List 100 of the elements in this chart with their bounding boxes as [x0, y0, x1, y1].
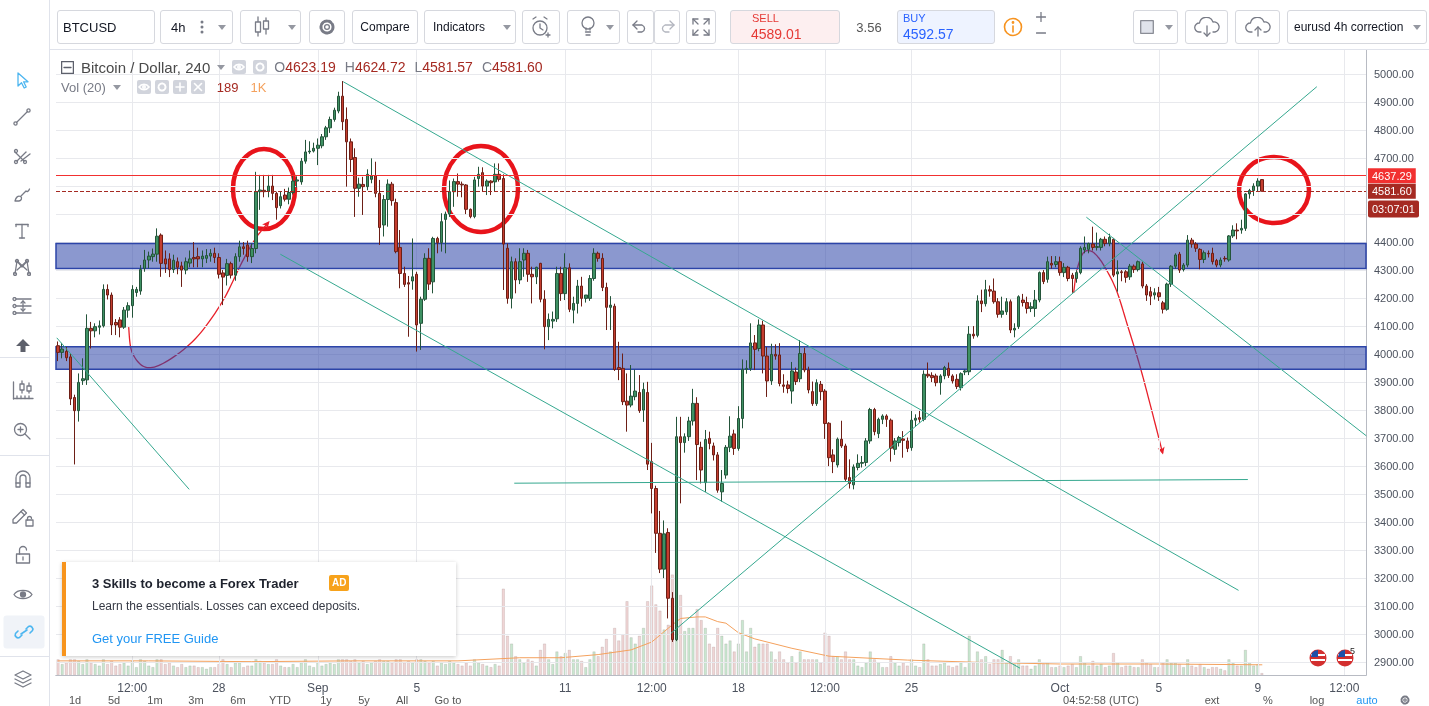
bar [493, 664, 497, 675]
candlestick [1000, 296, 1004, 319]
candlestick [316, 137, 320, 166]
bar [200, 667, 204, 675]
candlestick [972, 325, 975, 340]
bar [365, 664, 369, 675]
y-tick-label: 3700.00 [1374, 432, 1414, 445]
candlestick [155, 227, 159, 263]
candlestick [967, 325, 971, 376]
bar [650, 585, 654, 675]
bar [827, 635, 831, 675]
bar [1124, 665, 1128, 675]
bar [868, 651, 872, 675]
candlestick [225, 258, 229, 286]
bar [835, 656, 839, 675]
candlestick [720, 469, 724, 503]
bar [1000, 649, 1004, 675]
candlestick [172, 254, 175, 274]
bar [852, 659, 856, 675]
candlestick [1124, 269, 1128, 284]
bar [357, 662, 361, 675]
bar [1252, 665, 1256, 675]
annotation: 3 Skills to become a Forex Trader [92, 575, 299, 591]
candlestick [984, 279, 987, 307]
annotation: C4581.60 [481, 59, 543, 75]
bar [1194, 667, 1198, 675]
bar [89, 662, 93, 675]
bar [1243, 649, 1247, 675]
bar [844, 651, 847, 675]
candlestick [559, 266, 563, 302]
annotation: AD [329, 575, 350, 591]
bar [1198, 664, 1202, 675]
y-tick-label: 3500.00 [1374, 488, 1414, 501]
bar [196, 667, 200, 675]
bar [382, 660, 386, 675]
bar [765, 643, 769, 675]
candlestick [246, 240, 249, 263]
bar [1062, 667, 1066, 675]
bar [349, 660, 353, 675]
candlestick [1136, 260, 1140, 272]
bar [188, 665, 192, 675]
text: % [1263, 693, 1273, 706]
candlestick [1042, 269, 1045, 285]
bar [184, 667, 188, 675]
candlestick [749, 322, 752, 372]
bar [435, 665, 439, 675]
bar [1202, 667, 1206, 675]
candlestick [753, 334, 757, 371]
annotation: O4623.19 [274, 59, 336, 75]
x-tick-label: 18 [731, 681, 746, 695]
bar [439, 662, 443, 675]
candlestick [427, 247, 431, 291]
bar [468, 665, 472, 675]
bar [118, 664, 122, 675]
bar [489, 667, 493, 675]
bar [1210, 667, 1214, 675]
candlestick [798, 339, 802, 383]
bar [242, 667, 246, 675]
bar [1103, 667, 1107, 675]
bar [485, 665, 489, 675]
candlestick [778, 342, 781, 387]
bar [757, 643, 761, 675]
bar [947, 665, 951, 675]
bar [1128, 665, 1132, 675]
bar [543, 643, 547, 675]
annotation: 189 [216, 79, 239, 95]
bar [180, 664, 184, 675]
bar [114, 665, 118, 675]
candlestick [638, 374, 641, 414]
candlestick [56, 341, 60, 362]
text: 1d [68, 693, 82, 706]
candlestick [1219, 256, 1222, 268]
chart-title: Vol (20) [61, 79, 106, 95]
annotation: Get your FREE Guide [92, 630, 219, 646]
bar [213, 667, 217, 675]
candlestick [811, 381, 814, 407]
y-tick-label: 4400.00 [1374, 236, 1414, 249]
candlestick [262, 174, 266, 198]
candlestick [1128, 263, 1132, 281]
bar [1157, 667, 1161, 675]
candlestick [481, 166, 484, 193]
text: Bitcoin / Dollar, 240 [81, 58, 211, 76]
candlestick [563, 252, 567, 301]
candlestick [1178, 251, 1181, 274]
bar [147, 665, 151, 675]
bar [604, 638, 608, 675]
bar [576, 659, 580, 675]
bar [204, 668, 208, 675]
y-tick-label: 4800.00 [1374, 124, 1414, 137]
bar [1153, 667, 1157, 675]
candlestick [411, 237, 414, 291]
candlestick [205, 248, 208, 264]
candlestick [122, 306, 126, 330]
candlestick [642, 382, 645, 423]
candlestick [757, 318, 761, 352]
bar [287, 667, 291, 675]
bar [266, 664, 270, 675]
ref-line-label: 4637.29 [1372, 169, 1412, 182]
bar [448, 660, 452, 675]
bar [555, 651, 559, 675]
